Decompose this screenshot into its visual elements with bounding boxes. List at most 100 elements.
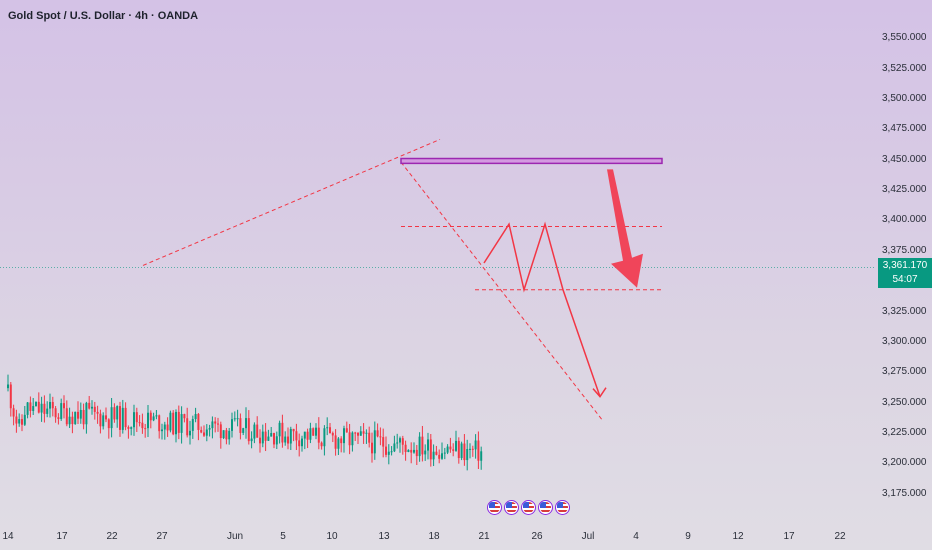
bearish-target-arrow	[607, 169, 643, 288]
candle-up	[474, 440, 477, 450]
candle-up	[466, 449, 469, 461]
current-price-badge: 3,361.170 54:07	[878, 258, 932, 288]
x-tick-label: 17	[56, 531, 68, 542]
candlesticks	[7, 374, 483, 471]
candle-up	[23, 414, 26, 425]
candle-up	[480, 451, 483, 461]
x-tick-label: Jul	[581, 531, 595, 542]
candle-down	[37, 401, 40, 413]
candle-down	[317, 427, 320, 443]
candle-up	[18, 419, 21, 424]
candle-down	[312, 428, 315, 436]
resistance-zone	[400, 157, 663, 165]
candle-down	[96, 411, 99, 414]
candle-down	[77, 411, 79, 419]
candle-down	[273, 433, 275, 445]
candle-up	[130, 427, 133, 429]
candle-up	[284, 436, 287, 443]
y-tick-label: 3,175.000	[882, 487, 927, 499]
candle-up	[365, 432, 368, 434]
candle-up	[49, 401, 51, 409]
candle-up	[205, 429, 208, 436]
candle-up	[91, 406, 93, 409]
candle-down	[259, 437, 261, 444]
y-tick-label: 3,475.000	[882, 123, 927, 135]
y-tick-label: 3,450.000	[882, 153, 927, 165]
candle-up	[373, 430, 376, 454]
candle-up	[267, 436, 270, 441]
candle-up	[68, 416, 71, 425]
candle-up	[121, 407, 124, 430]
candle-up	[228, 430, 231, 440]
candle-up	[191, 419, 194, 431]
candle-down	[149, 412, 152, 421]
candle-down	[471, 448, 474, 450]
y-tick-label: 3,400.000	[882, 214, 927, 226]
candle-down	[203, 432, 205, 436]
candle-up	[233, 418, 236, 420]
candle-down	[264, 431, 267, 441]
candle-down	[99, 413, 102, 427]
candle-up	[161, 429, 163, 432]
candle-up	[427, 439, 429, 451]
x-tick-label: 9	[685, 531, 691, 542]
candle-up	[315, 427, 317, 436]
candle-up	[40, 403, 43, 413]
candle-up	[326, 427, 329, 429]
candle-up	[245, 418, 247, 429]
y-tick-label: 3,250.000	[882, 396, 927, 408]
chart-title: Gold Spot / U.S. Dollar · 4h · OANDA	[8, 10, 199, 22]
candle-down	[452, 449, 455, 451]
candle-up	[460, 443, 463, 459]
candle-down	[329, 427, 331, 433]
candle-down	[57, 417, 60, 419]
candle-down	[124, 407, 127, 428]
us-flag-event-icon[interactable]	[521, 500, 536, 515]
candle-up	[222, 430, 225, 439]
y-tick-label: 3,225.000	[882, 427, 927, 439]
x-tick-label: 26	[531, 531, 543, 542]
x-tick-label: 5	[280, 531, 286, 542]
us-flag-event-icon[interactable]	[487, 500, 502, 515]
candle-down	[354, 432, 357, 434]
candle-up	[147, 412, 149, 429]
candle-down	[292, 428, 295, 432]
candle-up	[60, 403, 63, 419]
candle-up	[399, 438, 401, 443]
candle-down	[217, 423, 219, 425]
candle-down	[331, 432, 334, 436]
candle-down	[127, 427, 130, 429]
us-flag-event-icon[interactable]	[538, 500, 553, 515]
candle-up	[278, 422, 281, 437]
candle-down	[166, 424, 169, 431]
us-flag-event-icon[interactable]	[555, 500, 570, 515]
candle-up	[351, 432, 354, 446]
candle-down	[177, 411, 180, 433]
us-flag-event-icon[interactable]	[504, 500, 519, 515]
x-tick-label: 13	[378, 531, 390, 542]
y-tick-label: 3,325.000	[882, 305, 927, 317]
candle-down	[172, 412, 175, 435]
x-tick-label: 21	[478, 531, 490, 542]
candle-up	[289, 428, 292, 444]
x-tick-label: Jun	[226, 531, 244, 542]
y-tick-label: 3,525.000	[882, 62, 927, 74]
candle-down	[63, 403, 65, 409]
candle-down	[29, 402, 32, 411]
candle-down	[334, 435, 337, 449]
candle-up	[337, 438, 340, 449]
candle-down	[105, 415, 107, 420]
candle-down	[43, 403, 46, 414]
candle-down	[82, 409, 85, 425]
candle-up	[175, 411, 177, 435]
candle-up	[261, 431, 264, 444]
candle-down	[320, 442, 323, 447]
candle-up	[102, 415, 105, 427]
candle-down	[138, 422, 141, 424]
candle-down	[144, 428, 147, 430]
candle-down	[449, 446, 452, 450]
candle-up	[26, 402, 29, 415]
